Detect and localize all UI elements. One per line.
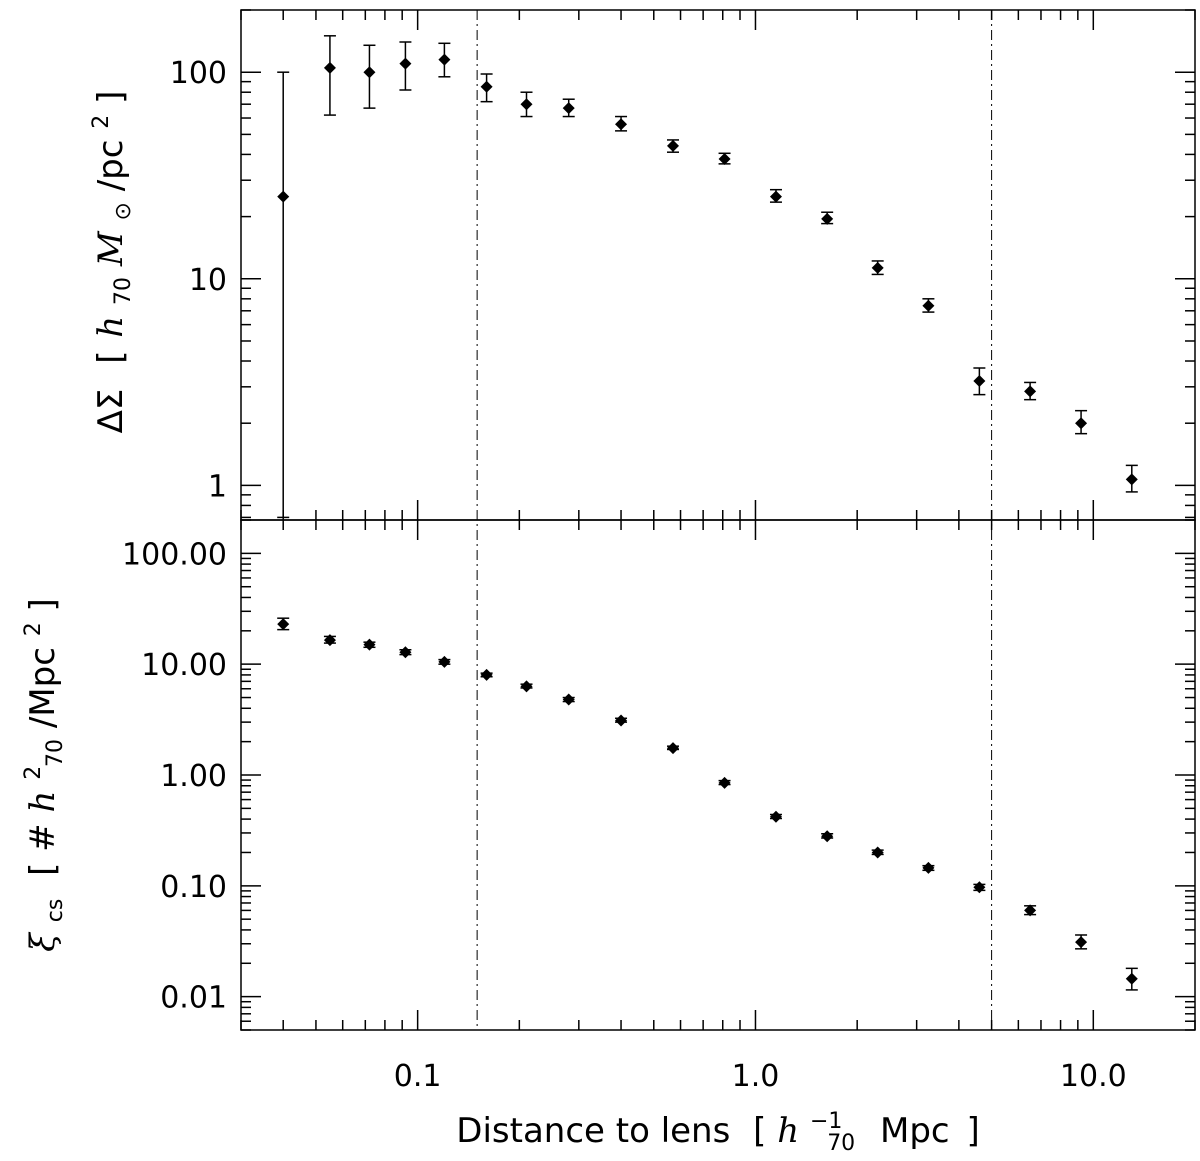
data-point <box>399 57 412 70</box>
data-point <box>1125 473 1138 486</box>
data-point <box>562 693 575 706</box>
data-point <box>922 861 935 874</box>
x-tick-label: 1.0 <box>732 1059 780 1094</box>
data-point <box>1024 385 1037 398</box>
data-point <box>1075 417 1088 430</box>
data-point <box>667 742 680 755</box>
x-tick-label: 10.0 <box>1060 1059 1127 1094</box>
data-point <box>973 881 986 894</box>
data-point <box>871 261 884 274</box>
bottom-y-tick-label: 0.10 <box>160 870 227 905</box>
x-tick-label: 0.1 <box>394 1059 442 1094</box>
data-point <box>871 846 884 859</box>
data-point <box>323 634 336 647</box>
data-point <box>1024 904 1037 917</box>
plot-frames <box>240 9 1196 1031</box>
top-y-axis-label: ΔΣ [ h 70 M ⊙ /pc 2 ] <box>77 91 139 434</box>
data-point <box>821 212 834 225</box>
data-point <box>562 102 575 115</box>
bottom-y-tick-label: 10.00 <box>141 648 227 683</box>
x-axis-label: Distance to lens [ h −1 70 Mpc ] <box>456 1097 979 1159</box>
data-point <box>399 646 412 659</box>
data-point <box>615 714 628 727</box>
bottom-panel-frame <box>240 519 1196 1031</box>
data-point <box>363 66 376 79</box>
data-point <box>277 618 290 631</box>
data-point <box>667 139 680 152</box>
data-point <box>480 80 493 93</box>
bottom-y-tick-label: 100.00 <box>122 537 227 572</box>
top-panel-frame <box>240 9 1196 521</box>
data-point <box>438 655 451 668</box>
axis-ticks <box>240 9 1196 1031</box>
data-marks <box>277 35 1138 991</box>
data-point <box>718 776 731 789</box>
bottom-y-axis-label: ξ cs [ # h 2 70 /Mpc 2 ] <box>9 598 71 952</box>
data-point <box>922 299 935 312</box>
data-point <box>438 53 451 66</box>
bottom-y-tick-label: 1.00 <box>160 759 227 794</box>
data-point <box>363 638 376 651</box>
data-point <box>323 61 336 74</box>
tick-labels: 0.1 1.0 10.0 1 10 100 0.01 0.10 1.00 10.00 100.00 <box>122 56 1127 1094</box>
data-point <box>277 190 290 203</box>
data-point <box>615 118 628 131</box>
data-point <box>718 153 731 166</box>
data-point <box>769 190 782 203</box>
top-y-tick-label: 1 <box>208 469 227 504</box>
data-point <box>821 830 834 843</box>
top-y-tick-label: 10 <box>189 263 227 298</box>
data-point <box>1125 972 1138 985</box>
data-point <box>520 680 533 693</box>
data-point <box>480 668 493 681</box>
data-point <box>769 810 782 823</box>
bottom-y-tick-label: 0.01 <box>160 981 227 1016</box>
data-point <box>973 375 986 388</box>
data-point <box>520 98 533 111</box>
top-y-tick-label: 100 <box>170 56 227 91</box>
data-point <box>1075 936 1088 949</box>
